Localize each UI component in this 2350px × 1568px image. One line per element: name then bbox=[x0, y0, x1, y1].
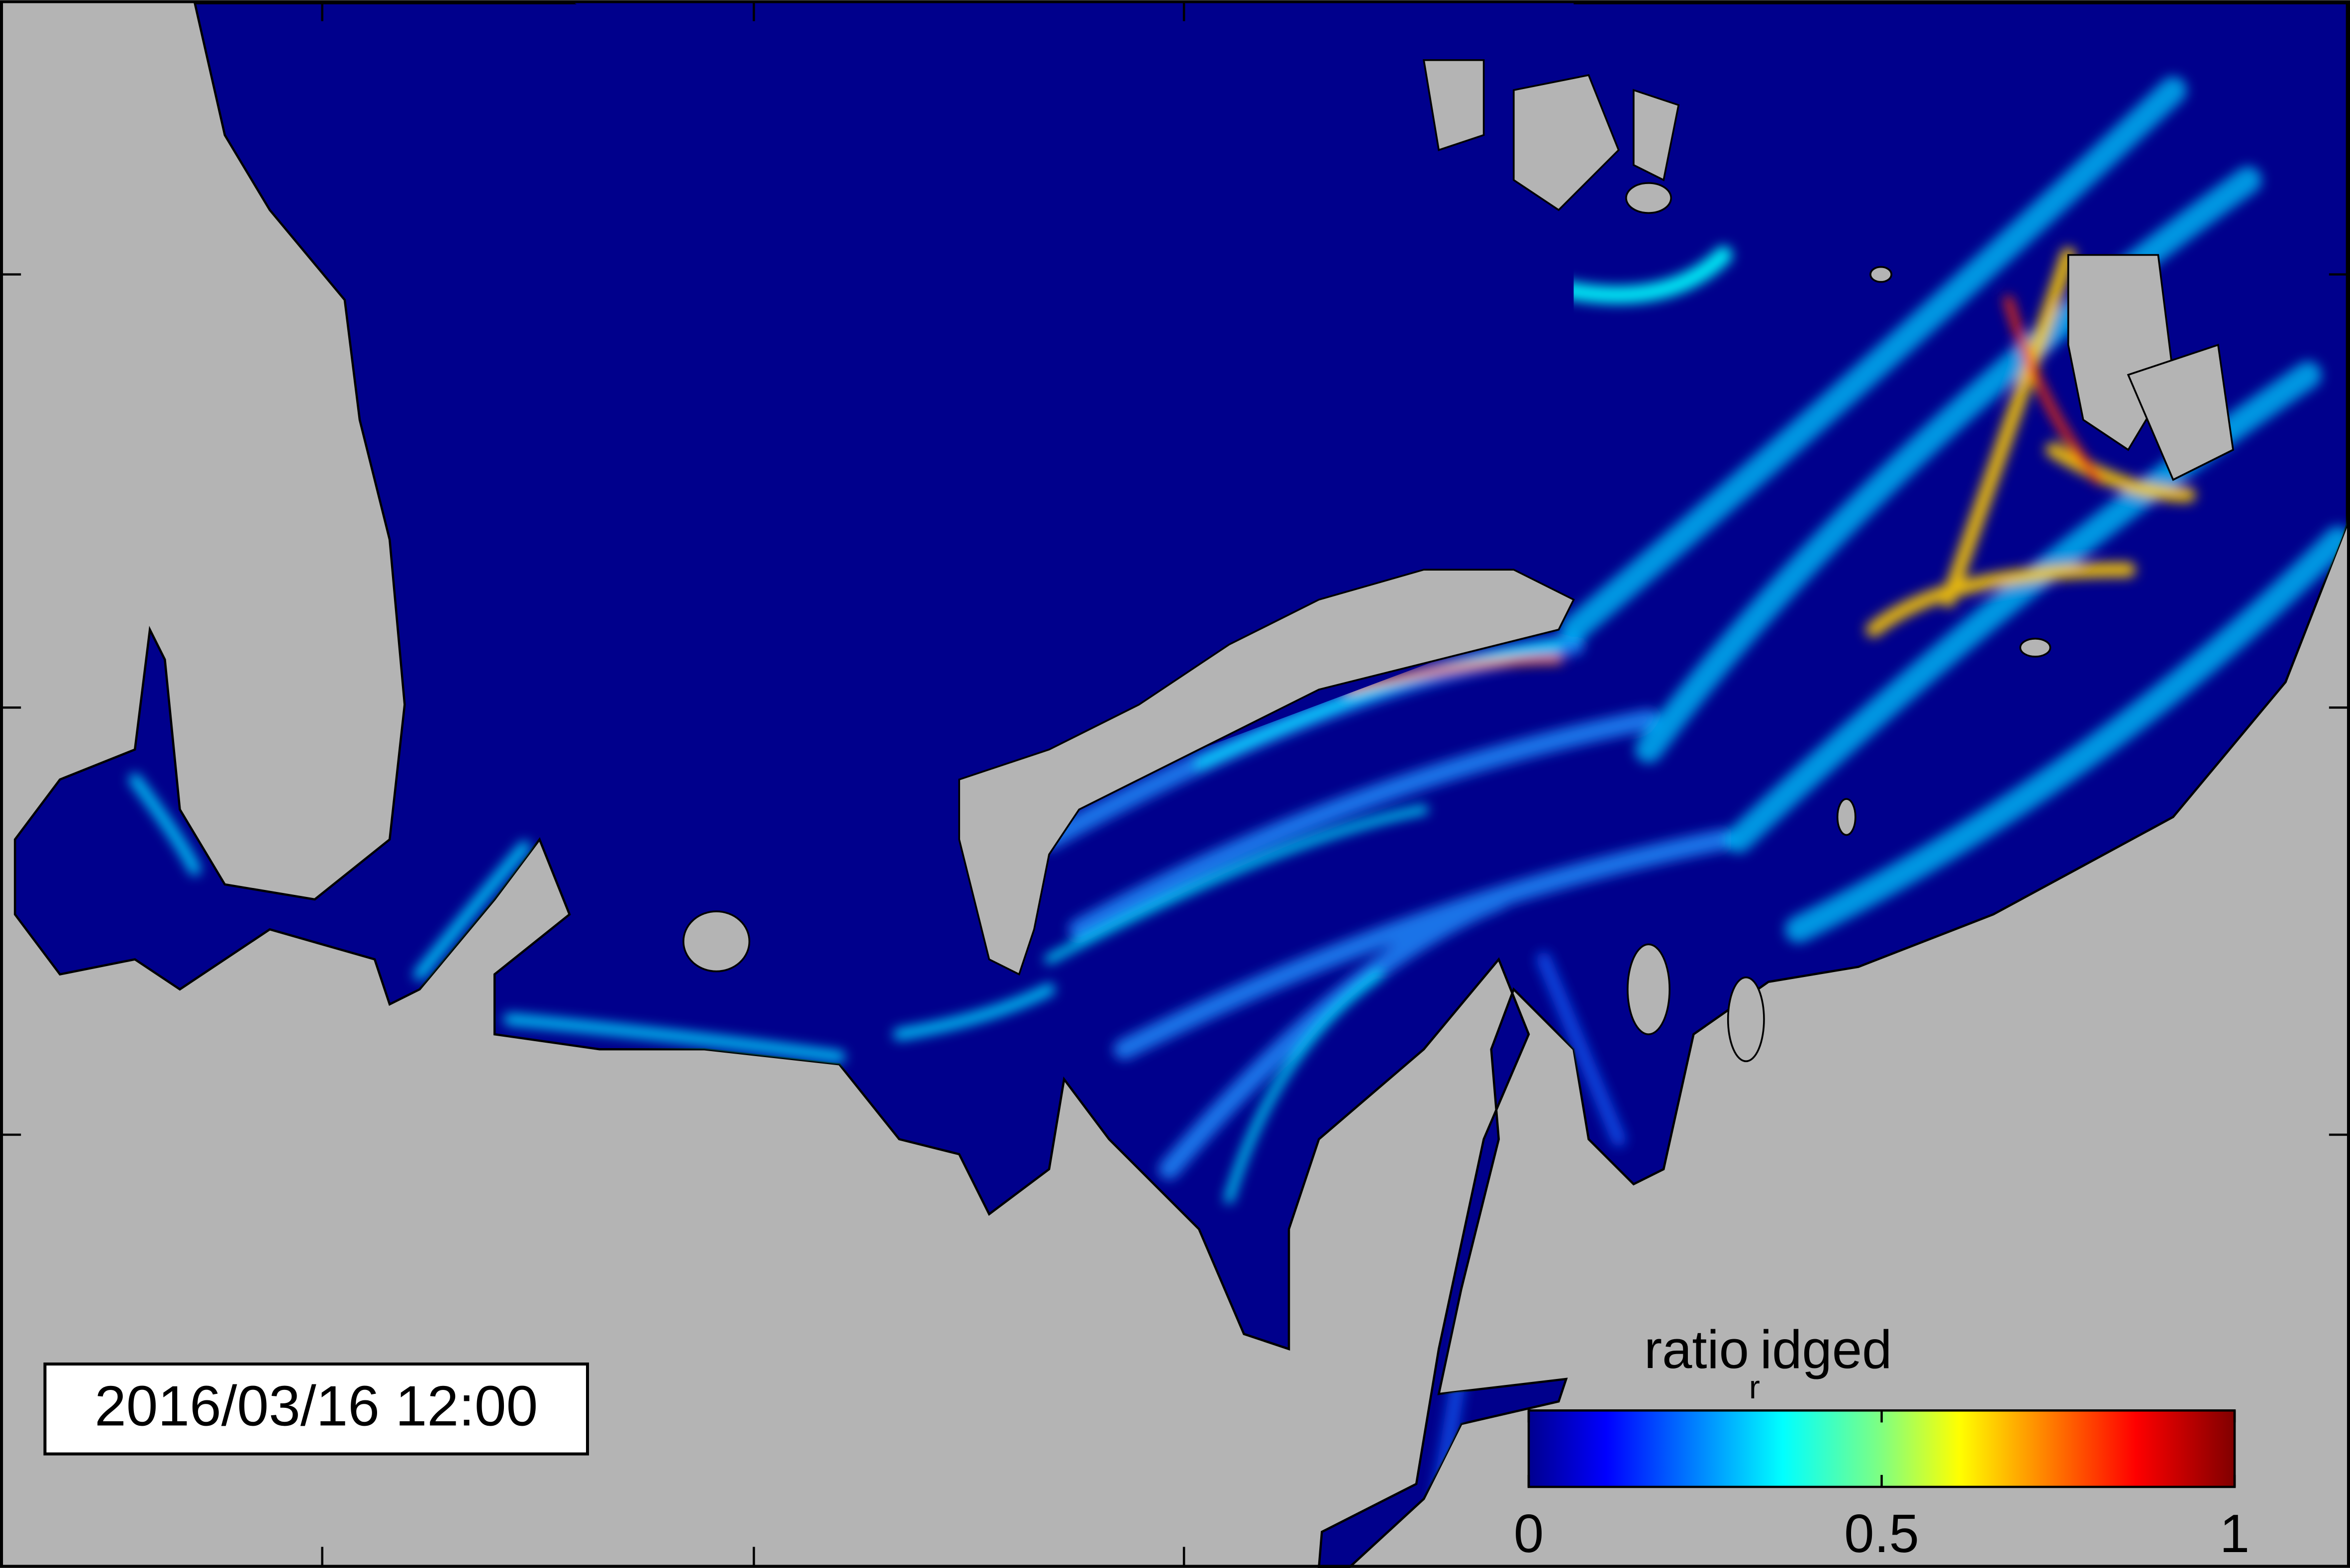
colorbar-tick-label: 0.5 bbox=[1844, 1503, 1919, 1564]
colorbar-tick-label: 0 bbox=[1514, 1503, 1544, 1564]
timestamp: 2016/03/16 12:00 bbox=[95, 1374, 538, 1438]
colorbar-label-subscript: r bbox=[1749, 1369, 1760, 1406]
colorbar-tick-label: 1 bbox=[2220, 1503, 2250, 1564]
colorbar-label-main: ratio bbox=[1644, 1319, 1749, 1379]
timestamp-box bbox=[43, 1362, 589, 1456]
islands bbox=[569, 0, 2234, 1063]
colorbar-label-rest: idged bbox=[1760, 1319, 1892, 1379]
colorbar-label: ratioridged bbox=[1644, 1319, 1892, 1405]
sea bbox=[13, 2, 2349, 1568]
ice-ridging-texture bbox=[129, 51, 2347, 1507]
colorbar bbox=[1527, 1409, 2236, 1488]
